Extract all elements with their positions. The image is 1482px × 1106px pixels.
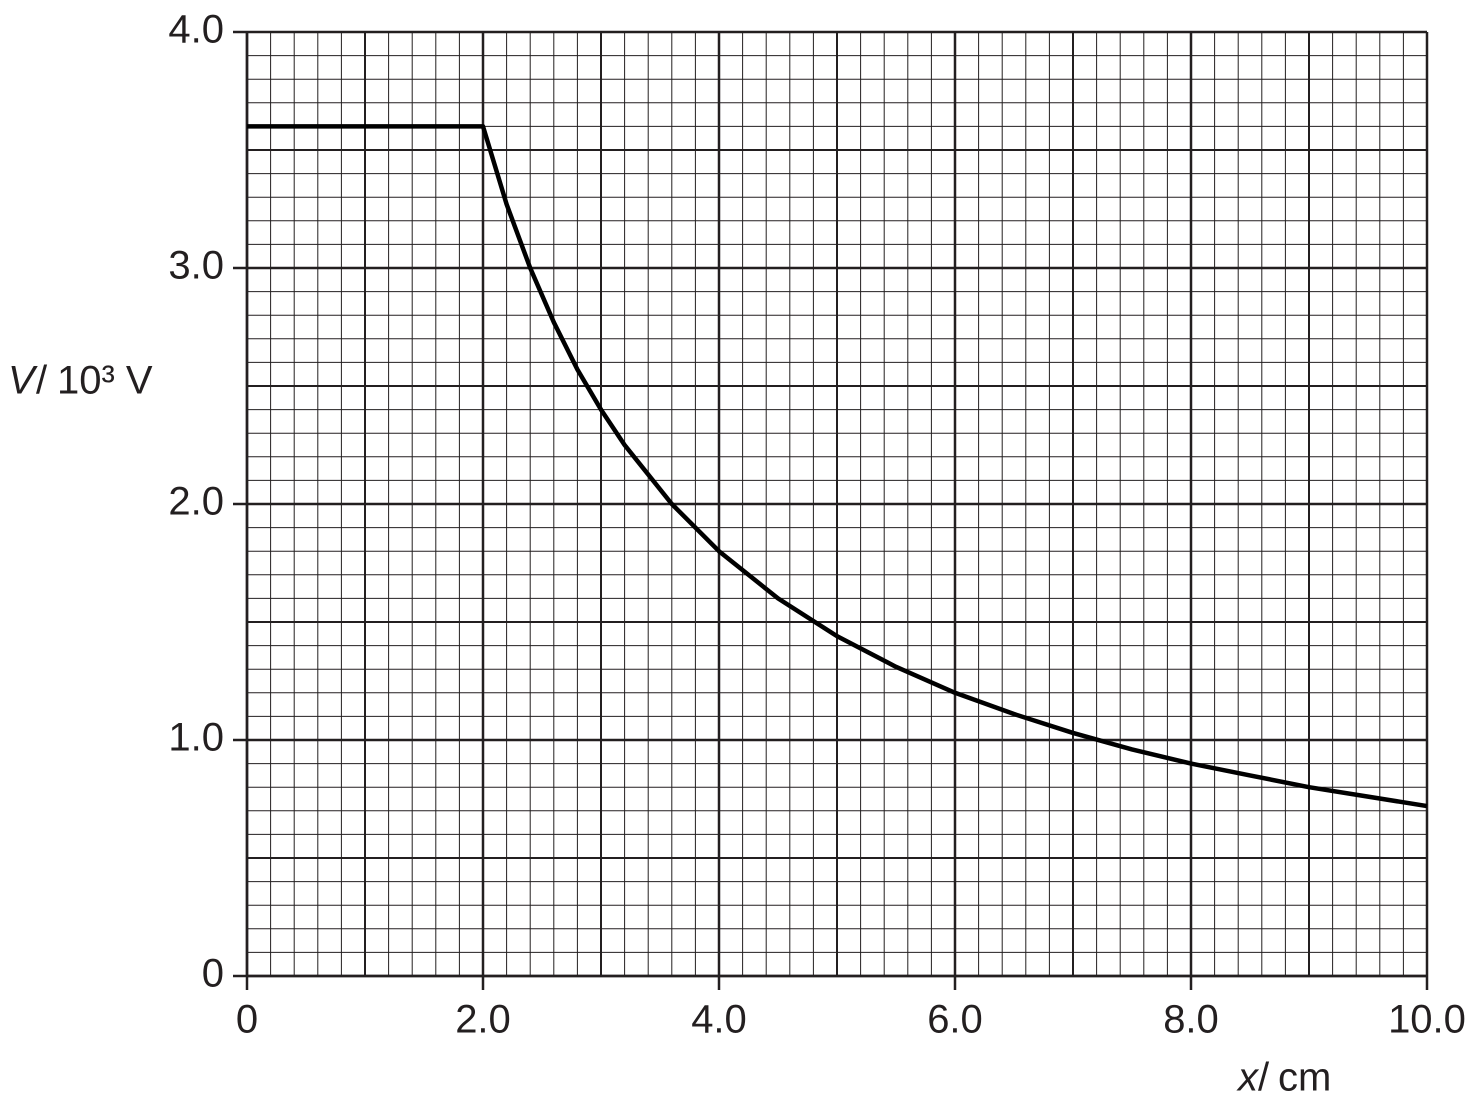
y-axis-quantity: V — [8, 359, 38, 403]
x-tick-label: 4.0 — [691, 998, 747, 1042]
y-axis-slash: / — [36, 359, 48, 403]
x-axis-slash: / — [1258, 1056, 1270, 1100]
x-tick-label: 10.0 — [1388, 998, 1466, 1042]
y-tick-label: 0 — [202, 952, 224, 996]
x-axis-unit: cm — [1278, 1056, 1331, 1100]
y-tick-label: 1.0 — [168, 716, 224, 760]
data-line — [247, 124, 1428, 809]
y-tick-label: 3.0 — [168, 244, 224, 288]
y-tick-label: 4.0 — [168, 8, 224, 52]
y-tick-label: 2.0 — [168, 480, 224, 524]
x-tick-label: 2.0 — [455, 998, 511, 1042]
y-axis-unit: 10³ V — [57, 359, 153, 403]
x-tick-label: 0 — [236, 998, 258, 1042]
x-axis-quantity: x — [1236, 1056, 1260, 1100]
x-tick-label: 8.0 — [1163, 998, 1219, 1042]
x-tick-label: 6.0 — [927, 998, 983, 1042]
